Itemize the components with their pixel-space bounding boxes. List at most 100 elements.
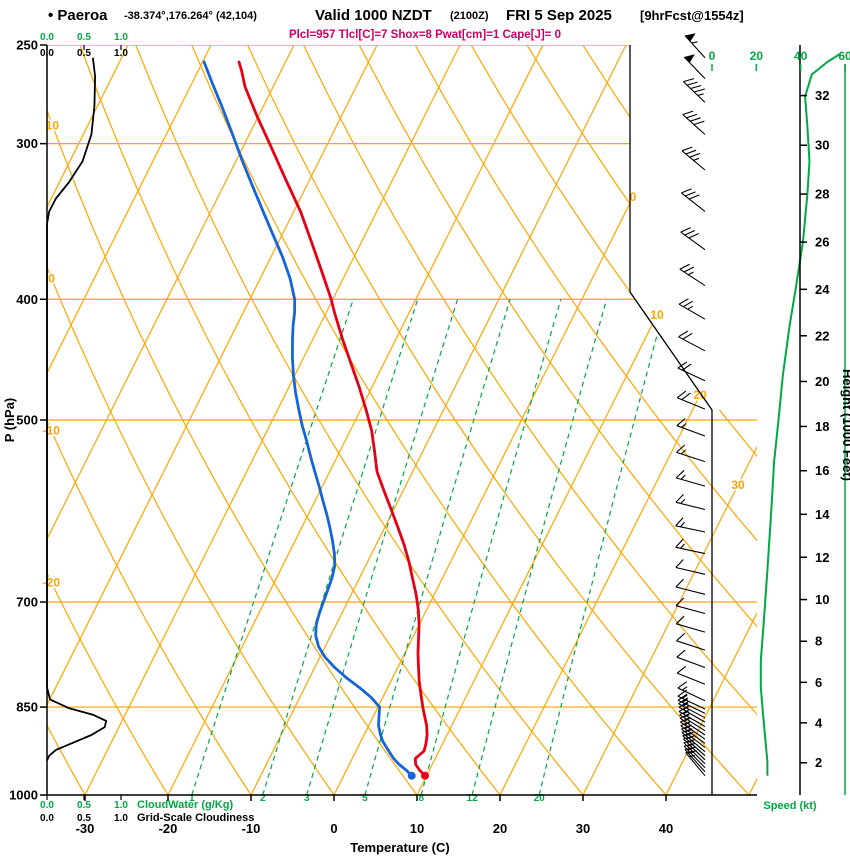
height-tick-label: 24 [815, 282, 830, 297]
dry-adiabat-line [79, 45, 501, 795]
temperature-tick-label: 40 [659, 821, 673, 836]
wind-barb [679, 263, 706, 287]
barb-staff [685, 750, 706, 777]
pressure-tick-label: 1000 [9, 788, 38, 803]
wind-barb [675, 597, 706, 615]
header: • Paeroa -38.374°,176.264° (42,104) Vali… [48, 7, 744, 41]
barb-staff [679, 263, 706, 287]
cloudiness-scale-bottom: 0.5 [77, 813, 91, 824]
dewpoint-profile [202, 60, 414, 778]
wind-barb [675, 517, 706, 533]
wind-barb [677, 693, 706, 714]
wind-barb [678, 705, 706, 727]
mixing-ratio-line [262, 299, 419, 795]
wind-barb [676, 418, 706, 437]
cloudiness-scale-bottom: 1.0 [114, 813, 128, 824]
height-tick-label: 26 [815, 235, 829, 250]
cloudwater-scale-top: 0.0 [40, 32, 54, 43]
speed-tick-label: 0 [709, 49, 716, 63]
cloudiness-scale-top: 1.0 [114, 48, 128, 59]
height-tick-label: 10 [815, 592, 829, 607]
valid-date: FRI 5 Sep 2025 [506, 7, 612, 24]
temperature-tick-label: 0 [330, 821, 337, 836]
isotherm-line [665, 45, 757, 795]
temperature-tick-label: -30 [76, 821, 95, 836]
barb-staff [684, 746, 706, 773]
barb-flag [684, 33, 696, 42]
mixing-ratio-line [364, 299, 511, 795]
barb-staff [683, 78, 706, 103]
barb-staff [681, 724, 706, 748]
wind-barb [677, 689, 706, 710]
temperature-profile [237, 60, 429, 778]
axis-titles: P (hPa) Temperature (C) Height (1000 Fee… [2, 369, 850, 855]
wind-barb [681, 724, 706, 748]
height-tick-label: 2 [815, 755, 822, 770]
mixing-ratio-label: 8 [418, 793, 424, 804]
temperature-profile-surface-dot [421, 771, 429, 780]
barb-staff [676, 390, 706, 410]
cloudiness-profile [46, 57, 108, 761]
wind-barb [676, 649, 706, 669]
barb-staff [680, 716, 706, 740]
adiabat-label: -20 [43, 575, 61, 589]
height-tick-label: 4 [815, 715, 823, 730]
wind-barb [676, 665, 706, 685]
barb-staff [679, 709, 706, 732]
wind-barbs [675, 33, 706, 777]
height-tick-label: 30 [815, 138, 829, 153]
pressure-axis-title: P (hPa) [2, 398, 17, 443]
height-tick-label: 20 [815, 374, 829, 389]
barb-staff [678, 298, 706, 320]
barb-staff [676, 632, 706, 651]
cloudiness-caption: Grid-Scale Cloudiness [137, 812, 254, 824]
barb-staff [676, 665, 706, 685]
barb-staff [675, 559, 706, 575]
height-tick-label: 12 [815, 550, 829, 565]
mixing-ratio-label: 5 [362, 793, 368, 804]
barb-staff [676, 649, 706, 669]
mixing-ratio-line [471, 299, 608, 795]
barb-staff [681, 728, 706, 753]
barb-staff [675, 494, 706, 511]
barb-staff [675, 517, 706, 533]
temperature-tick-label: 30 [576, 821, 590, 836]
wind-barb [682, 731, 706, 757]
barb-staff [677, 361, 706, 382]
dry-adiabat-line [135, 45, 584, 795]
wind-barb [678, 330, 706, 352]
mixing-ratio-line [306, 299, 459, 795]
barb-staff [682, 110, 706, 135]
chart-generated: 1 2 3 5 8 12 200102030100-10-20250300400500700… [9, 32, 850, 836]
dewpoint-profile-surface-dot [407, 771, 416, 780]
barb-staff [675, 538, 706, 555]
wind-barb [685, 750, 706, 777]
wind-barb [676, 444, 706, 463]
cloudwater-scale-top: 1.0 [114, 32, 128, 43]
adiabat-label: 10 [46, 118, 60, 132]
station-coords: -38.374°,176.264° (42,104) [124, 10, 257, 22]
wind-barb [675, 615, 706, 633]
cloudiness-scale-top: 0.5 [77, 48, 91, 59]
barb-staff [681, 188, 706, 212]
height-tick-label: 28 [815, 187, 829, 202]
wind-barb [682, 110, 706, 135]
height-tick-label: 18 [815, 419, 829, 434]
isotherm-line [47, 45, 212, 795]
temperature-axis-title: Temperature (C) [350, 840, 449, 855]
forecast-tag: [9hrFcst@1554z] [640, 8, 744, 23]
wind-barb [683, 742, 706, 769]
valid-time: Valid 1000 NZDT [315, 7, 432, 24]
barb-staff [677, 681, 706, 702]
dry-adiabat-line [302, 45, 757, 795]
mixing-ratio-line [420, 299, 562, 795]
cloudwater-caption: CloudWater (g/Kg) [137, 799, 233, 811]
pressure-tick-label: 700 [16, 595, 38, 610]
barb-staff [681, 146, 706, 171]
temperature-tick-label: -20 [159, 821, 178, 836]
dry-adiabat-line [47, 45, 169, 795]
pressure-tick-label: 250 [16, 38, 38, 53]
speed-tick-label: 60 [838, 49, 850, 63]
wind-barb [684, 33, 706, 59]
